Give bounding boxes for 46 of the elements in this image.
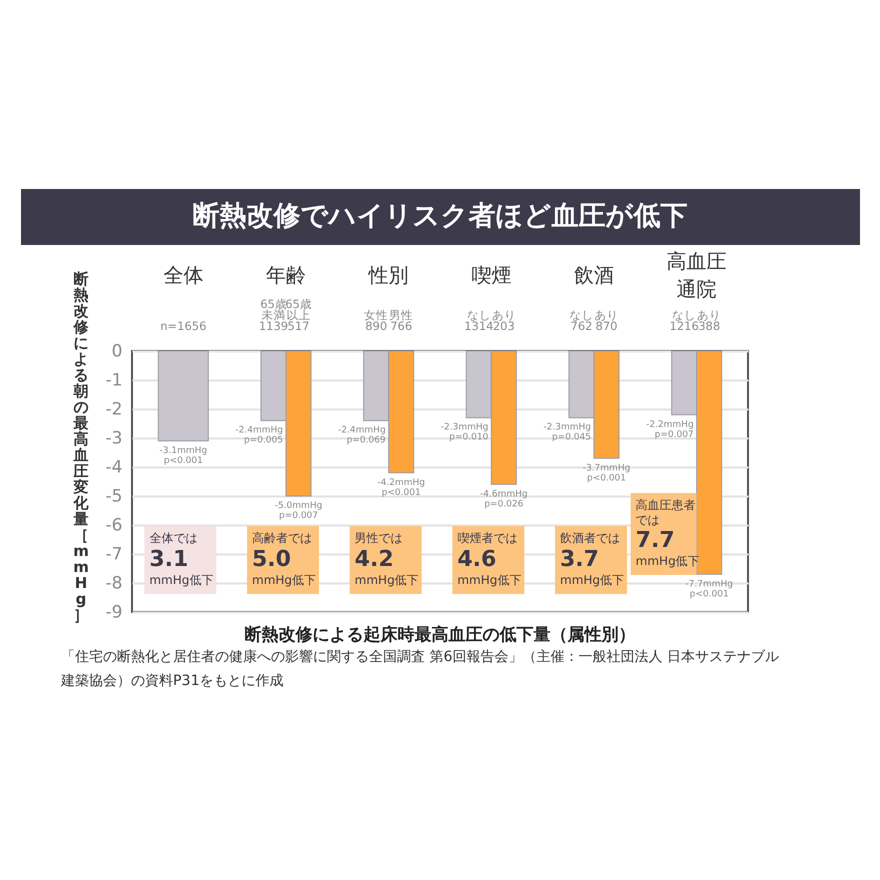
data-label: -2.4mmHg p=0.005 bbox=[235, 426, 283, 446]
data-label: -3.7mmHg p<0.001 bbox=[582, 463, 630, 484]
annotation: 高血圧患者では 7.7 mmHg低下 bbox=[636, 498, 700, 568]
x-tick-label: なし 1314 bbox=[464, 308, 494, 333]
text: 年齢 bbox=[266, 263, 306, 287]
annotation: 喫煙者では 4.6 mmHg低下 bbox=[457, 531, 522, 587]
y-tick-label: -3 bbox=[106, 428, 122, 448]
x-tick-label: なし 762 bbox=[570, 308, 594, 333]
text: 性別 bbox=[368, 263, 409, 287]
text: 「住宅の断熱化と居住者の健康への影響に関する全国調査 第6回報告会」（主催：一般社団法人 日本サステナブル建築協会）の資料P31をもとに作成 bbox=[60, 649, 780, 689]
annotation: 全体では 3.1 mmHg低下 bbox=[149, 531, 214, 587]
text: 断熱改修による朝の最高血圧変化量［mmHg］ bbox=[73, 270, 89, 624]
x-tick-label: n=1656 bbox=[160, 319, 206, 333]
y-tick-label: -8 bbox=[106, 574, 122, 594]
x-tick-label: あり 388 bbox=[697, 308, 722, 333]
y-tick-label: -2 bbox=[106, 400, 122, 420]
data-label: -5.0mmHg p=0.007 bbox=[274, 501, 322, 521]
data-label: -2.3mmHg p=0.010 bbox=[440, 422, 489, 443]
y-tick-label: -1 bbox=[106, 370, 122, 390]
y-tick-label: -5 bbox=[106, 486, 122, 506]
annotation: 高齢者では 5.0 mmHg低下 bbox=[252, 531, 316, 587]
x-axis-title: 断熱改修による起床時最高血圧の低下量（属性別） bbox=[244, 625, 636, 645]
data-label: -2.2mmHg p=0.007 bbox=[646, 420, 694, 440]
x-tick-label: 男性 766 bbox=[389, 308, 414, 333]
data-label: -7.7mmHg p<0.001 bbox=[685, 579, 733, 600]
data-label: -2.3mmHg p=0.045 bbox=[543, 422, 591, 443]
x-tick-label: あり 203 bbox=[492, 308, 516, 333]
x-tick-label: あり 870 bbox=[594, 308, 618, 333]
data-label: -4.2mmHg p<0.001 bbox=[377, 478, 425, 498]
chart-title: 断熱改修でハイリスク者ほど血圧が低下 bbox=[192, 200, 688, 232]
text: 喫煙 bbox=[471, 263, 512, 287]
y-tick-label: -7 bbox=[106, 544, 122, 564]
text: 全体 bbox=[163, 263, 204, 287]
text: 飲酒 bbox=[574, 263, 614, 287]
x-tick-label: なし 1216 bbox=[670, 308, 699, 333]
y-tick-label: -9 bbox=[106, 602, 122, 622]
data-label: -3.1mmHg p<0.001 bbox=[160, 446, 208, 466]
data-label: -2.4mmHg p=0.069 bbox=[338, 426, 386, 446]
x-tick-label: 女性 890 bbox=[364, 308, 388, 333]
annotation: 男性では 4.2 mmHg低下 bbox=[354, 531, 419, 587]
y-tick-label: 0 bbox=[112, 342, 122, 362]
annotation: 飲酒者では 3.7 mmHg低下 bbox=[560, 531, 624, 587]
data-label: -4.6mmHg p=0.026 bbox=[480, 489, 528, 510]
y-tick-label: -6 bbox=[106, 516, 122, 536]
y-tick-label: -4 bbox=[106, 458, 122, 478]
text: 高血圧通院 bbox=[666, 249, 727, 301]
